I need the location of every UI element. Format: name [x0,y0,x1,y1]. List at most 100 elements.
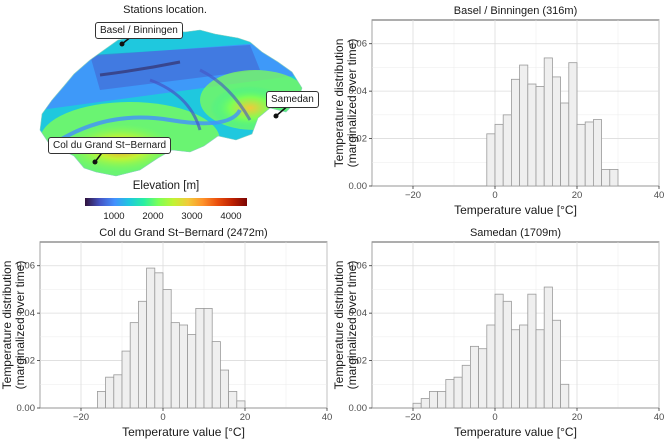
histogram-bar [568,62,578,187]
y-axis-label: (marginalized over time) [345,39,359,168]
histogram-bar [592,119,602,187]
histogram-bar [560,102,570,187]
x-tick-label: 20 [240,412,251,423]
y-tick-label: 0.00 [17,403,36,414]
x-axis-label: Temperature value [°C] [122,425,245,439]
x-tick-label: 20 [572,412,583,423]
histogram-bar [137,300,147,409]
histogram-basel-binningen: −20 0 20 40 0.00 0.02 0.04 0.06 Basel / Binninge… [332,5,664,217]
histogram-bar [170,322,180,409]
x-tick-label: 20 [572,190,583,201]
y-tick-label: 0.00 [349,403,368,414]
histogram-bar [519,324,529,409]
histogram-bar [609,168,619,187]
elevation-legend-title: Elevation [m] [132,180,200,192]
y-tick-label: 0.06 [349,261,368,272]
histogram-bar [113,374,123,409]
histogram-bar [445,379,455,409]
histogram-bar [551,76,561,187]
histogram-col-du-grand-st-bernard: −20 0 20 40 0.00 0.02 0.04 0.06 Col du Grand St−… [0,227,332,439]
histogram-bar [478,348,488,409]
stations-map-panel: Stations location. [0,0,330,225]
histogram-bar [543,57,553,187]
station-label-grand-st-bernard: Col du Grand St−Bernard [48,137,172,154]
y-tick-label: 0.04 [349,86,368,97]
x-tick-label: 40 [654,190,664,201]
chart-title: Samedan (1709m) [470,227,561,239]
x-tick-label: −20 [405,190,421,201]
histogram-bar [412,402,422,409]
y-axis-label: Temperature distribution [332,39,346,168]
histogram-bar [543,286,553,409]
histogram-bar [510,78,520,187]
grand-st-bernard-station-marker [92,159,98,165]
histogram-samedan: −20 0 20 40 0.00 0.02 0.04 0.06 Samedan (1709m) T… [332,227,664,439]
histogram-bar [195,308,205,409]
histogram-bar [535,329,545,409]
elevation-tick-3000: 3000 [181,211,203,222]
histogram-bar [129,322,139,409]
histogram-bar [105,376,115,409]
histogram-bar [502,300,512,409]
x-axis-label: Temperature value [°C] [454,203,577,217]
y-tick-label: 0.06 [17,261,36,272]
x-axis-label: Temperature value [°C] [454,425,577,439]
histogram-bar [162,289,172,409]
histogram-bar [437,390,447,409]
histogram-bar [551,319,561,409]
histogram-bar [494,123,504,187]
histogram-bar [535,86,545,187]
station-label-samedan: Samedan [266,91,319,108]
y-axis-label: Temperature distribution [0,261,14,390]
histogram-bar [203,308,213,409]
histogram-bar [97,390,107,409]
histogram-bar [527,293,537,409]
elevation-tick-1000: 1000 [103,211,125,222]
x-tick-label: 0 [492,412,497,423]
x-tick-label: 0 [492,190,497,201]
y-tick-label: 0.04 [349,308,368,319]
histogram-bar [486,324,496,409]
histogram-bar [146,267,156,409]
x-tick-label: −20 [405,412,421,423]
histogram-bar [576,123,586,187]
histogram-bar [211,341,221,409]
histogram-bar [453,376,463,409]
map-title: Stations location. [123,4,207,16]
x-tick-label: −20 [73,412,89,423]
histogram-bar [560,383,570,409]
elevation-colorbar [85,198,247,206]
station-label-basel: Basel / Binningen [95,22,183,39]
y-tick-label: 0.02 [349,356,368,367]
chart-title: Basel / Binningen (316m) [454,5,578,17]
elevation-tick-4000: 4000 [220,211,242,222]
x-tick-label: 40 [654,412,664,423]
basel-station-marker [119,41,125,47]
histogram-bar [469,345,479,409]
histogram-bar [154,272,164,409]
histogram-bar [601,168,611,187]
histogram-bar [584,121,594,187]
y-axis-label: (marginalized over time) [13,261,27,390]
samedan-station-marker [273,113,279,119]
histogram-bar [121,350,131,409]
histogram-bar [527,83,537,187]
histogram-bar [429,390,439,409]
histogram-bar [187,334,197,409]
histogram-bar [236,400,246,409]
y-tick-label: 0.04 [17,308,36,319]
y-axis-label: (marginalized over time) [345,261,359,390]
histogram-bar [494,293,504,409]
histogram-bar [486,133,496,187]
y-tick-label: 0.02 [349,134,368,145]
elevation-tick-2000: 2000 [142,211,164,222]
histogram-bar [502,114,512,187]
x-tick-label: 0 [160,412,165,423]
y-tick-label: 0.02 [17,356,36,367]
histogram-bar [510,329,520,409]
histogram-bar [228,390,238,409]
histogram-bar [178,324,188,409]
y-tick-label: 0.00 [349,181,368,192]
histogram-bar [219,369,229,409]
